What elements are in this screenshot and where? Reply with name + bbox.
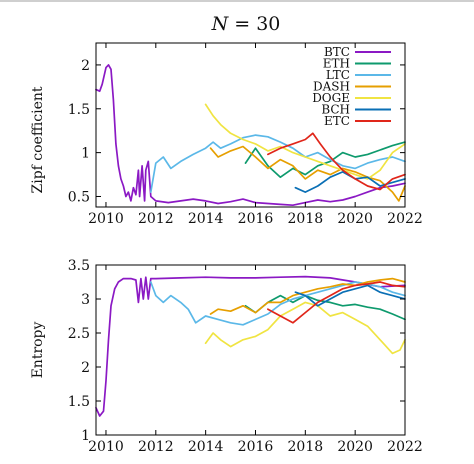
y-tick-label: 2 [81, 58, 90, 74]
series-line-ltc [149, 281, 406, 326]
title-value: = 30 [228, 13, 280, 35]
zipf-axes: 2010 2012 2014 2016 2018 2020 2022 0.5 1 1.5 2 [68, 42, 423, 227]
legend-label-ltc: LTC [326, 68, 350, 82]
series-line-btc [95, 64, 406, 207]
y-tick-label: 1.5 [68, 102, 90, 118]
legend-label-eth: ETH [323, 57, 350, 71]
y-tick-label: 2.5 [68, 326, 90, 342]
series-line-doge [204, 301, 406, 355]
entropy-panel: Entropy 2010 2012 2014 2016 2018 2020 2022 1 1.5… [30, 258, 423, 455]
legend-label-doge: DOGE [312, 91, 350, 105]
x-tick-label: 2014 [188, 439, 224, 455]
x-tick-label: 2012 [138, 439, 174, 455]
series-line-doge [204, 103, 406, 180]
series-line-eth [244, 294, 406, 321]
y-tick-label: 1.5 [68, 394, 90, 410]
series-line-dash [209, 145, 406, 202]
x-tick-label: 2018 [288, 211, 324, 227]
y-tick-label: 3.5 [68, 258, 90, 274]
series-line-etc [267, 281, 406, 324]
figure-title: N = 30 [211, 13, 281, 35]
plot-frame [95, 264, 406, 436]
x-tick-label: 2018 [288, 439, 324, 455]
legend-label-dash: DASH [313, 80, 350, 94]
series-line-dash [209, 277, 406, 315]
entropy-series-group [95, 275, 406, 417]
y-tick-label: 0.5 [68, 189, 90, 205]
series-line-bch [294, 284, 406, 307]
series-line-etc [267, 132, 406, 191]
series-line-btc [95, 275, 406, 417]
x-tick-label: 2022 [387, 439, 423, 455]
y-tick-label: 2 [81, 360, 90, 376]
x-tick-label: 2016 [238, 211, 274, 227]
x-tick-label: 2014 [188, 211, 224, 227]
zipf-panel: Zipf coefficient 2010 2012 2014 2016 2018 202… [30, 42, 423, 227]
legend-label-btc: BTC [324, 45, 350, 59]
zipf-y-axis-label: Zipf coefficient [30, 86, 46, 193]
entropy-axes: 2010 2012 2014 2016 2018 2020 2022 1 1.5 2 2.5 3 3.5 [68, 258, 423, 455]
legend-label-bch: BCH [321, 103, 350, 117]
x-tick-label: 2020 [337, 211, 373, 227]
x-tick-label: 2012 [138, 211, 174, 227]
x-tick-label: 2016 [238, 439, 274, 455]
x-tick-label: 2022 [387, 211, 423, 227]
legend-label-etc: ETC [324, 114, 350, 128]
x-tick-label: 2010 [88, 439, 124, 455]
x-tick-label: 2020 [337, 439, 373, 455]
series-line-ltc [149, 134, 406, 193]
x-tick-label: 2010 [88, 211, 124, 227]
entropy-y-axis-label: Entropy [30, 321, 46, 378]
y-tick-label: 1 [81, 428, 90, 444]
top-border [0, 0, 474, 2]
plot-frame [95, 42, 406, 208]
y-tick-label: 1 [81, 146, 90, 162]
y-tick-label: 3 [81, 292, 90, 308]
zipf-series-group [95, 64, 406, 207]
title-variable: N [211, 13, 230, 35]
